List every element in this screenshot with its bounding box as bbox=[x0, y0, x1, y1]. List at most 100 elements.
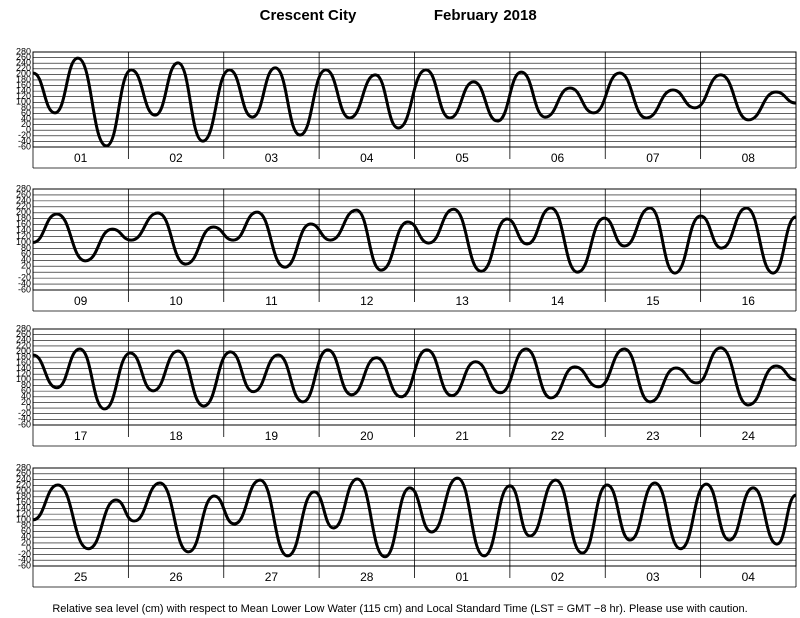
day-label: 11 bbox=[265, 294, 278, 308]
day-label: 04 bbox=[742, 570, 756, 584]
day-label: 05 bbox=[456, 151, 470, 165]
panel-frame bbox=[32, 328, 797, 426]
y-tick-label: 140 bbox=[16, 503, 31, 513]
y-tick-label: 60 bbox=[21, 385, 31, 395]
day-label: 20 bbox=[360, 429, 374, 443]
y-tick-label: 160 bbox=[16, 80, 31, 90]
y-tick-label: -60 bbox=[18, 419, 31, 429]
y-tick-label: 0 bbox=[26, 402, 31, 412]
y-tick-label: 20 bbox=[21, 537, 31, 547]
y-tick-label: 220 bbox=[16, 340, 31, 350]
day-label: 22 bbox=[551, 429, 565, 443]
day-label: 18 bbox=[169, 429, 183, 443]
y-tick-label: 160 bbox=[16, 357, 31, 367]
panel-frame bbox=[32, 467, 797, 567]
y-tick-label: 60 bbox=[21, 249, 31, 259]
y-tick-label: 20 bbox=[21, 397, 31, 407]
day-label: 03 bbox=[646, 570, 660, 584]
y-tick-label: 260 bbox=[16, 329, 31, 339]
y-tick-label: 180 bbox=[16, 491, 31, 501]
y-tick-label: 260 bbox=[16, 189, 31, 199]
y-tick-label: 60 bbox=[21, 526, 31, 536]
y-tick-label: 40 bbox=[21, 391, 31, 401]
y-tick-label: 0 bbox=[26, 125, 31, 135]
y-tick-label: 200 bbox=[16, 346, 31, 356]
y-tick-label: -40 bbox=[18, 136, 31, 146]
y-tick-label: -40 bbox=[18, 414, 31, 424]
year-title: 2018 bbox=[503, 7, 536, 24]
panel-frame bbox=[32, 188, 797, 291]
y-tick-label: -40 bbox=[18, 278, 31, 288]
y-tick-label: 160 bbox=[16, 497, 31, 507]
day-label: 02 bbox=[169, 151, 183, 165]
y-tick-label: 220 bbox=[16, 480, 31, 490]
day-label: 25 bbox=[74, 570, 88, 584]
y-tick-label: 80 bbox=[21, 380, 31, 390]
y-tick-label: 0 bbox=[26, 543, 31, 553]
y-tick-label: -20 bbox=[18, 408, 31, 418]
tide-curve bbox=[32, 476, 797, 559]
y-tick-label: 280 bbox=[16, 323, 31, 333]
y-tick-label: -40 bbox=[18, 555, 31, 565]
y-tick-label: -20 bbox=[18, 130, 31, 140]
day-label: 15 bbox=[646, 294, 660, 308]
y-tick-label: 100 bbox=[16, 97, 31, 107]
day-label: 12 bbox=[360, 294, 374, 308]
y-tick-label: 280 bbox=[16, 46, 31, 56]
y-tick-label: 60 bbox=[21, 108, 31, 118]
day-label: 06 bbox=[551, 151, 565, 165]
day-label: 01 bbox=[74, 151, 88, 165]
day-label: 17 bbox=[74, 429, 88, 443]
footer-note: Relative sea level (cm) with respect to … bbox=[52, 603, 747, 615]
y-tick-label: 280 bbox=[16, 462, 31, 472]
tide-curve bbox=[32, 206, 797, 275]
y-tick-label: 220 bbox=[16, 63, 31, 73]
y-tick-label: -60 bbox=[18, 560, 31, 570]
y-tick-label: 140 bbox=[16, 85, 31, 95]
day-label: 07 bbox=[646, 151, 660, 165]
y-tick-label: -60 bbox=[18, 284, 31, 294]
y-tick-label: 160 bbox=[16, 219, 31, 229]
y-tick-label: 280 bbox=[16, 183, 31, 193]
y-tick-label: 40 bbox=[21, 113, 31, 123]
y-tick-label: 140 bbox=[16, 225, 31, 235]
y-tick-label: 20 bbox=[21, 261, 31, 271]
day-label: 26 bbox=[169, 570, 183, 584]
day-label: 13 bbox=[456, 294, 470, 308]
day-label: 28 bbox=[360, 570, 374, 584]
day-label: 23 bbox=[646, 429, 660, 443]
y-tick-label: 180 bbox=[16, 352, 31, 362]
y-tick-label: 240 bbox=[16, 58, 31, 68]
day-label: 04 bbox=[360, 151, 374, 165]
location-title: Crescent City bbox=[260, 7, 357, 24]
y-tick-label: 120 bbox=[16, 91, 31, 101]
y-tick-label: 260 bbox=[16, 52, 31, 62]
day-label: 03 bbox=[265, 151, 279, 165]
day-label: 19 bbox=[265, 429, 279, 443]
panel-frame bbox=[32, 51, 797, 148]
tide-curve bbox=[32, 56, 797, 148]
y-tick-label: 240 bbox=[16, 474, 31, 484]
day-label: 09 bbox=[74, 294, 88, 308]
y-tick-label: 40 bbox=[21, 532, 31, 542]
y-tick-label: 100 bbox=[16, 514, 31, 524]
y-tick-label: 80 bbox=[21, 102, 31, 112]
y-tick-label: -20 bbox=[18, 272, 31, 282]
month-title: February bbox=[434, 7, 499, 24]
y-tick-label: 0 bbox=[26, 267, 31, 277]
y-tick-label: 220 bbox=[16, 201, 31, 211]
y-tick-label: 100 bbox=[16, 374, 31, 384]
y-tick-label: 260 bbox=[16, 468, 31, 478]
y-tick-label: 80 bbox=[21, 520, 31, 530]
day-label: 21 bbox=[456, 429, 470, 443]
y-tick-label: 120 bbox=[16, 369, 31, 379]
day-label: 14 bbox=[551, 294, 565, 308]
day-label: 02 bbox=[551, 570, 565, 584]
y-tick-label: 240 bbox=[16, 195, 31, 205]
y-tick-label: 40 bbox=[21, 255, 31, 265]
y-tick-label: 80 bbox=[21, 243, 31, 253]
y-tick-label: 20 bbox=[21, 119, 31, 129]
day-label: 08 bbox=[742, 151, 756, 165]
y-tick-label: 120 bbox=[16, 231, 31, 241]
